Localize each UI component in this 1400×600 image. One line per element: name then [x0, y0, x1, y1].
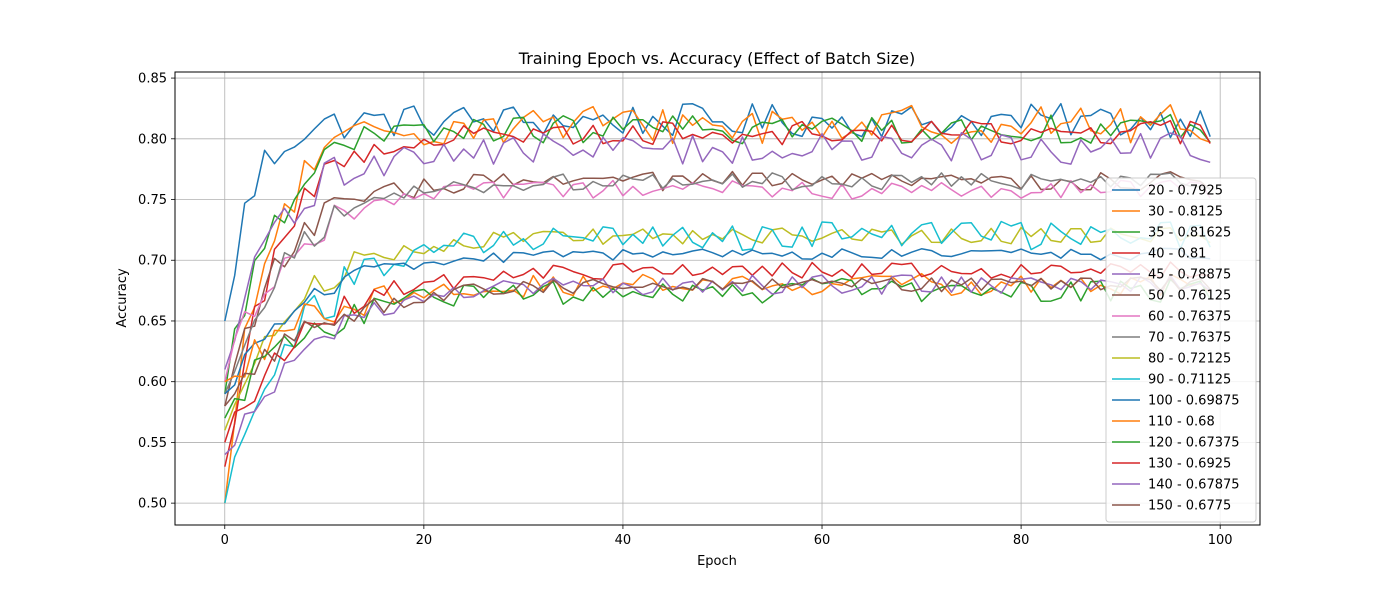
series-line: [224, 172, 1211, 395]
y-tick-label: 0.65: [138, 314, 167, 329]
series-line: [224, 113, 1211, 394]
x-tick-label: 80: [1013, 533, 1030, 548]
legend-label: 110 - 0.68: [1148, 415, 1215, 430]
legend-label: 20 - 0.7925: [1148, 184, 1223, 199]
y-tick-label: 0.85: [138, 72, 167, 87]
legend-label: 35 - 0.81625: [1148, 226, 1231, 241]
legend-label: 90 - 0.71125: [1148, 373, 1231, 388]
legend-label: 80 - 0.72125: [1148, 352, 1231, 367]
legend-label: 150 - 0.6775: [1148, 499, 1231, 514]
x-tick-label: 60: [814, 533, 831, 548]
legend-label: 130 - 0.6925: [1148, 457, 1231, 472]
legend-label: 60 - 0.76375: [1148, 310, 1231, 325]
legend-label: 70 - 0.76375: [1148, 331, 1231, 346]
legend-label: 140 - 0.67875: [1148, 478, 1240, 493]
legend-label: 50 - 0.76125: [1148, 289, 1231, 304]
y-tick-label: 0.80: [138, 132, 167, 147]
legend-box: [1105, 177, 1257, 523]
y-tick-label: 0.75: [138, 193, 167, 208]
ticks-layer: 0 20 40 60 80 100 0.50 0.55 0.60 0.65 0.70 0.75 0.80…: [138, 72, 1233, 548]
chart-title: Training Epoch vs. Accuracy (Effect of B…: [518, 49, 915, 68]
y-tick-label: 0.70: [138, 254, 167, 269]
y-tick-label: 0.60: [138, 375, 167, 390]
x-axis-label: Epoch: [697, 554, 737, 569]
x-tick-label: 20: [416, 533, 433, 548]
series-line: [224, 179, 1211, 382]
lines-layer: [224, 102, 1211, 504]
series-line: [224, 132, 1211, 370]
x-tick-label: 0: [221, 533, 229, 548]
y-axis-label: Accuracy: [115, 268, 130, 328]
legend-label: 45 - 0.78875: [1148, 268, 1231, 283]
x-tick-label: 40: [615, 533, 632, 548]
legend-label: 100 - 0.69875: [1148, 394, 1240, 409]
legend-label: 120 - 0.67375: [1148, 436, 1240, 451]
x-tick-label: 100: [1208, 533, 1233, 548]
grid-layer: [175, 72, 1260, 525]
series-line: [224, 104, 1211, 504]
series-line: [224, 102, 1211, 322]
series-line: [224, 247, 1211, 395]
series-line: [224, 261, 1211, 443]
series-line: [224, 277, 1211, 419]
legend-label: 40 - 0.81: [1148, 247, 1206, 262]
legend-label: 30 - 0.8125: [1148, 205, 1223, 220]
series-line: [224, 276, 1211, 407]
series-line: [224, 220, 1211, 504]
y-tick-label: 0.50: [138, 497, 167, 512]
y-tick-label: 0.55: [138, 436, 167, 451]
plot-frame: [174, 71, 1261, 526]
legend: 20 - 0.7925 30 - 0.8125 35 - 0.81625 40 - 0…: [1105, 177, 1257, 523]
series-line: [224, 119, 1211, 467]
